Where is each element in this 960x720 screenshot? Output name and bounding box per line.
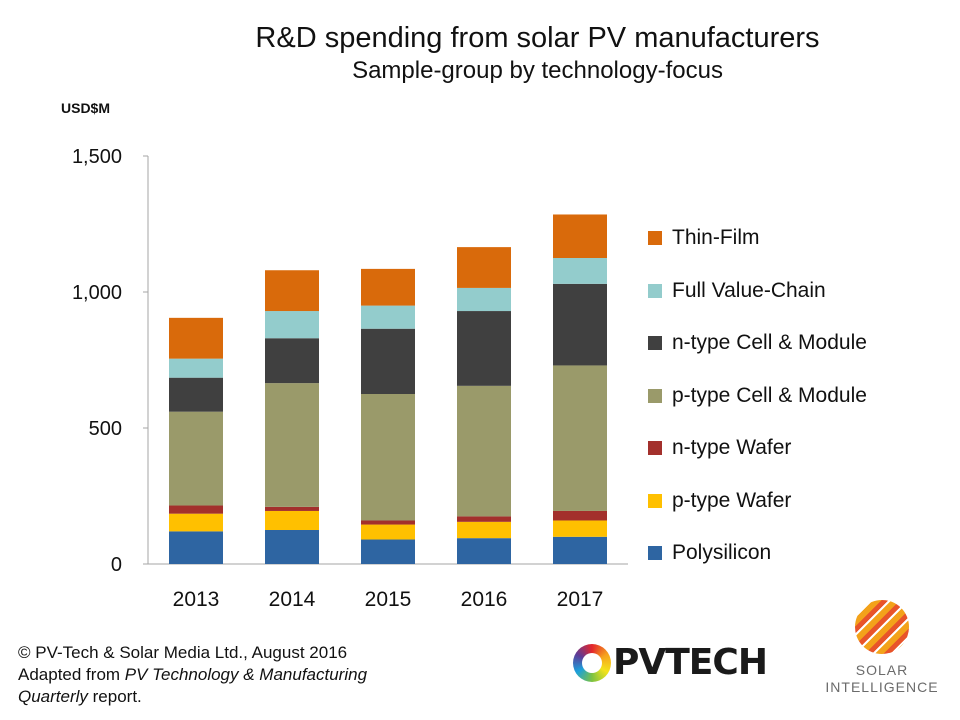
bar-segment-p-type-cell-module-2016 [457,385,511,517]
legend: Thin-Film Full Value-Chain n-type Cell & M… [648,212,867,580]
bar-segment-full-value-chain-2015 [361,305,415,329]
pvtech-logo: PVTECH [573,642,768,683]
legend-label: n-type Wafer [672,436,792,460]
legend-label: p-type Cell & Module [672,383,867,407]
legend-item: p-type Cell & Module [648,370,867,423]
chart-title: R&D spending from solar PV manufacturers [255,22,820,54]
bar-segment-n-type-wafer-2017 [553,510,607,521]
x-tick-label: 2014 [269,588,316,611]
bar-segment-thin-film-2017 [553,214,607,258]
legend-label: Polysilicon [672,541,772,565]
y-tick-label: 1,000 [72,282,122,304]
footer-source-prefix: Adapted from [18,665,125,684]
legend-label: n-type Cell & Module [672,331,867,355]
bar-segment-full-value-chain-2014 [265,311,319,339]
x-tick-label: 2015 [365,588,412,611]
bar-segment-n-type-wafer-2016 [457,516,511,522]
legend-swatch [648,493,662,508]
bar-segment-thin-film-2013 [169,317,223,359]
legend-swatch [648,283,662,298]
bar-segment-p-type-cell-module-2017 [553,365,607,511]
bar-segment-p-type-wafer-2014 [265,510,319,530]
y-tick-label: 500 [89,418,122,440]
x-tick-label: 2013 [173,588,220,611]
legend-label: p-type Wafer [672,488,792,512]
bar-segment-thin-film-2015 [361,268,415,306]
legend-label: Thin-Film [672,226,760,250]
bar-segment-p-type-cell-module-2014 [265,383,319,507]
bar-segment-thin-film-2016 [457,247,511,288]
bar-segment-p-type-cell-module-2013 [169,411,223,506]
bar-segment-n-type-cell-module-2016 [457,311,511,386]
bar-segment-p-type-wafer-2013 [169,513,223,532]
footer-source-title-2: Quarterly [18,687,88,706]
bar-segment-p-type-wafer-2016 [457,521,511,539]
footer-source-line: Adapted from PV Technology & Manufacturi… [18,664,367,686]
bar-segment-n-type-cell-module-2017 [553,283,607,366]
bar-segment-full-value-chain-2013 [169,358,223,378]
solar-intelligence-text-1: SOLAR [855,662,909,678]
legend-item: Full Value-Chain [648,265,867,318]
bar-segment-full-value-chain-2016 [457,287,511,312]
y-tick-label: 0 [111,554,122,576]
bar-segment-polysilicon-2017 [553,536,607,564]
bar-segment-thin-film-2014 [265,270,319,312]
solar-globe-icon [855,600,909,654]
bar-segment-n-type-cell-module-2015 [361,328,415,394]
bar-segment-n-type-cell-module-2014 [265,338,319,384]
footer-copyright: © PV-Tech & Solar Media Ltd., August 201… [18,643,348,662]
footer-credit: © PV-Tech & Solar Media Ltd., August 201… [18,642,367,708]
footer-source-title: PV Technology & Manufacturing [124,665,368,684]
bar-segment-n-type-wafer-2015 [361,520,415,525]
bar-segment-n-type-wafer-2013 [169,505,223,514]
legend-item: p-type Wafer [648,475,867,528]
legend-swatch [648,336,662,351]
bar-segment-polysilicon-2013 [169,531,223,564]
y-tick-label: 1,500 [72,146,122,168]
legend-swatch [648,441,662,456]
bar-segment-p-type-wafer-2015 [361,524,415,540]
bar-segment-p-type-cell-module-2015 [361,394,415,521]
x-tick-label: 2017 [557,588,604,611]
bar-segment-polysilicon-2015 [361,539,415,564]
x-tick-label: 2016 [461,588,508,611]
legend-swatch [648,231,662,246]
bar-segment-p-type-wafer-2017 [553,520,607,537]
bar-segment-n-type-wafer-2014 [265,506,319,511]
footer-source-suffix: report. [87,687,142,706]
solar-intelligence-text-2: INTELLIGENCE [825,679,939,695]
legend-item: Polysilicon [648,527,867,580]
bar-segment-polysilicon-2014 [265,530,319,564]
footer-source-line-2: Quarterly report. [18,686,367,708]
legend-swatch [648,546,662,561]
bar-segment-polysilicon-2016 [457,538,511,564]
y-axis-unit-label: USD$M [61,100,111,116]
title-block: R&D spending from solar PV manufacturers… [130,20,945,86]
chart-subtitle: Sample-group by technology-focus [352,57,723,84]
legend-item: n-type Cell & Module [648,317,867,370]
pvtech-logo-text: PVTECH [613,642,768,683]
legend-swatch [648,388,662,403]
pvtech-ring-icon [573,643,611,682]
legend-item: Thin-Film [648,212,867,265]
legend-label: Full Value-Chain [672,278,826,302]
legend-item: n-type Wafer [648,422,867,475]
bar-segment-n-type-cell-module-2013 [169,377,223,412]
solar-intelligence-logo: SOLAR INTELLIGENCE [822,600,942,696]
bar-segment-full-value-chain-2017 [553,258,607,284]
